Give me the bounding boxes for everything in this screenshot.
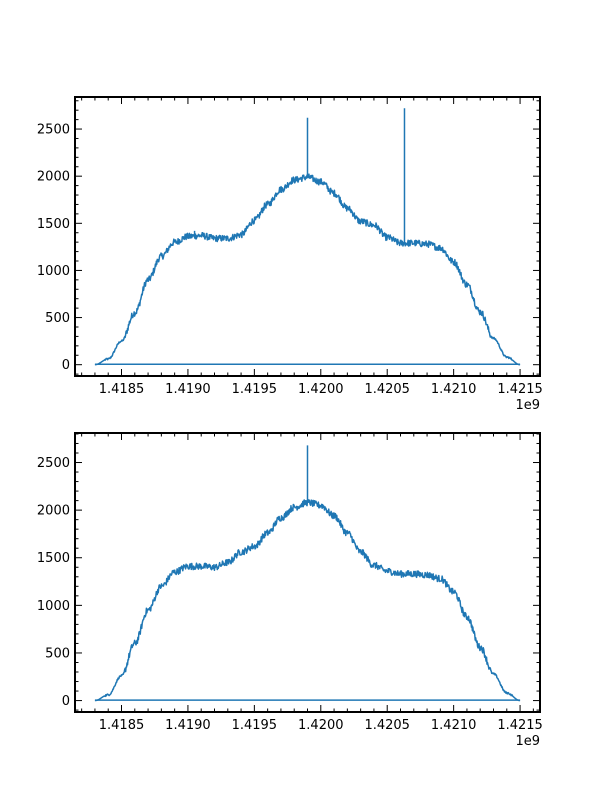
x-tick-label: 1.4190 <box>165 718 211 733</box>
x-tick-label: 1.4200 <box>298 382 344 397</box>
y-tick-label: 2000 <box>37 504 70 519</box>
y-tick-label: 2500 <box>37 456 70 471</box>
y-tick-label: 1000 <box>37 264 70 279</box>
x-tick-label: 1.4215 <box>497 718 543 733</box>
y-tick-label: 2000 <box>37 170 70 185</box>
y-tick-label: 500 <box>45 311 70 326</box>
x-offset-label: 1e9 <box>515 398 540 413</box>
x-tick-label: 1.4195 <box>232 382 278 397</box>
x-tick-label: 1.4215 <box>497 382 543 397</box>
y-tick-label: 500 <box>45 646 70 661</box>
y-tick-label: 0 <box>62 694 70 709</box>
x-tick-label: 1.4190 <box>165 382 211 397</box>
x-tick-label: 1.4210 <box>431 382 477 397</box>
y-tick-label: 0 <box>62 358 70 373</box>
y-tick-label: 1500 <box>37 217 70 232</box>
y-tick-label: 1000 <box>37 599 70 614</box>
top-plot: 1.4185 1.4190 1.4195 1.4200 1.4205 1.4210 1.42… <box>37 96 543 413</box>
x-offset-label: 1e9 <box>515 734 540 749</box>
x-tick-label: 1.4185 <box>99 382 145 397</box>
bottom-plot: 1.4185 1.4190 1.4195 1.4200 1.4205 1.4210 1.42… <box>37 432 543 749</box>
x-tick-label: 1.4210 <box>431 718 477 733</box>
x-tick-label: 1.4200 <box>298 718 344 733</box>
x-tick-label: 1.4195 <box>232 718 278 733</box>
x-tick-label: 1.4185 <box>99 718 145 733</box>
x-tick-label: 1.4205 <box>364 718 410 733</box>
y-tick-label: 2500 <box>37 123 70 138</box>
series-line <box>94 173 521 366</box>
x-tick-label: 1.4205 <box>364 382 410 397</box>
y-tick-label: 1500 <box>37 551 70 566</box>
